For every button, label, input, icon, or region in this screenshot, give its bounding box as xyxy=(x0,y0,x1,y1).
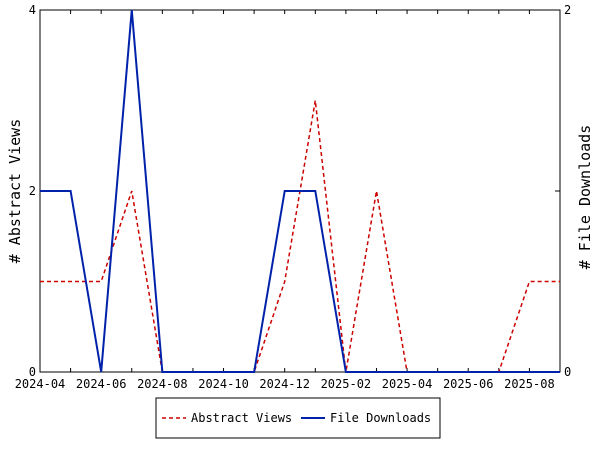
series-line-file-downloads xyxy=(40,9,560,373)
y-tick-label-left: 4 xyxy=(29,3,36,17)
x-tick-label: 2024-10 xyxy=(198,377,249,391)
y-axis-label-right: # File Downloads xyxy=(576,125,594,270)
legend: Abstract Views File Downloads xyxy=(155,397,441,439)
x-tick-label: 2024-12 xyxy=(259,377,310,391)
x-tick-label: 2025-06 xyxy=(443,377,494,391)
x-tick-label: 2025-08 xyxy=(504,377,555,391)
x-tick-label: 2024-04 xyxy=(15,377,66,391)
x-tick-label: 2025-02 xyxy=(321,377,372,391)
legend-label-abstract-views: Abstract Views xyxy=(191,411,292,425)
series-layer xyxy=(40,9,560,373)
x-tick-label: 2025-04 xyxy=(382,377,433,391)
legend-box xyxy=(155,397,441,439)
x-tick-label: 2024-06 xyxy=(76,377,127,391)
tick-labels: 2024-04 2024-06 2024-08 2024-10 2024-12 2025-… xyxy=(15,3,572,391)
x-tick-label: 2024-08 xyxy=(137,377,188,391)
y-tick-label-left: 2 xyxy=(29,184,36,198)
legend-label-file-downloads: File Downloads xyxy=(330,411,431,425)
y-tick-label-right: 2 xyxy=(564,3,571,17)
y-tick-label-left: 0 xyxy=(29,365,36,379)
y-tick-label-right: 0 xyxy=(564,365,571,379)
y-axis-label-left: # Abstract Views xyxy=(6,119,24,264)
